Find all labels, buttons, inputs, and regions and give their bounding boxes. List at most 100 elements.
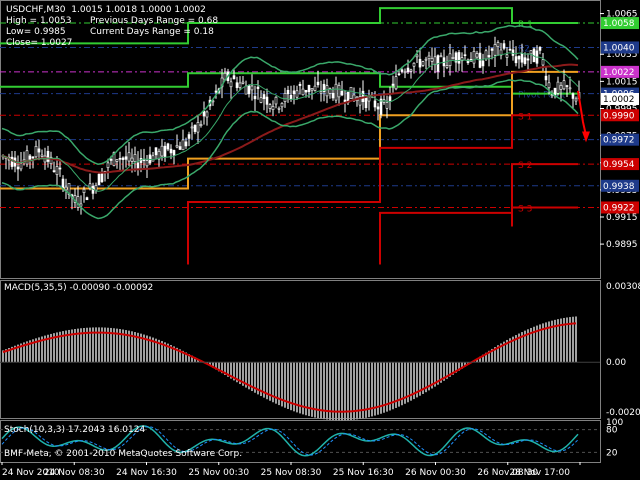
candle-body [256, 86, 260, 89]
candle-body [109, 158, 113, 161]
candle-body [34, 146, 38, 158]
pivot-level-name: R 1 [518, 20, 533, 30]
candle-body [451, 57, 455, 59]
pivot-level-tag [601, 65, 639, 78]
candle-body [289, 94, 293, 100]
candle-body [319, 91, 323, 94]
candle-body [196, 122, 200, 133]
candle-body [106, 162, 110, 168]
time-tick-label: 24 Nov 08:30 [44, 468, 105, 478]
s2-step-line [379, 163, 578, 265]
candle-body [229, 81, 233, 88]
candle-body [142, 159, 146, 161]
candle-body [403, 71, 407, 74]
pivot-level-tag [601, 179, 639, 192]
stoch-tick-label: 20 [606, 448, 618, 458]
pivot-level-tag-label: 0.9954 [603, 160, 635, 170]
candle-body [502, 43, 506, 49]
candle-body [313, 85, 317, 91]
candle-body [433, 56, 437, 65]
candle-body [115, 159, 119, 162]
candle-body [304, 89, 308, 93]
candle-body [310, 88, 314, 91]
candle-body [571, 93, 575, 99]
pivot-level-tag [601, 201, 639, 214]
candle-body [568, 87, 572, 90]
candle-body [409, 69, 413, 72]
candle-body [439, 55, 443, 58]
candle-body [331, 92, 335, 99]
candle-body [214, 90, 218, 93]
candle-body [280, 103, 284, 108]
ohlc-high: High = 1.0053 [6, 16, 72, 26]
candle-body [265, 96, 269, 105]
macd-panel-frame [0, 280, 601, 419]
pivot-level-tag [601, 158, 639, 171]
time-tick-label: 25 Nov 08:30 [261, 468, 322, 478]
candle-body [484, 50, 488, 60]
candle-body [46, 150, 50, 162]
candle-body [514, 56, 518, 64]
ohlc-low: Low= 0.9985 [6, 27, 66, 37]
candle-body [190, 126, 194, 129]
candle-body [154, 147, 158, 156]
candle-body [508, 48, 512, 51]
candle-body [523, 57, 527, 64]
candle-body [97, 173, 101, 186]
candle-body [238, 82, 242, 88]
candle-body [274, 96, 278, 105]
candle-body [448, 53, 452, 66]
stoch-main-line [1, 425, 579, 457]
candle-body [292, 90, 296, 95]
candle-body [556, 81, 560, 94]
candle-body [205, 111, 209, 118]
price-tick-label: 0.9915 [606, 213, 638, 223]
candle-body [61, 178, 65, 188]
pivot-level-tag-label: 0.9922 [603, 203, 635, 213]
candle-body [325, 85, 329, 97]
time-tick-label: 28 Nov 17:00 [509, 468, 570, 478]
candle-body [25, 150, 29, 165]
pivot-level-tag-label: 0.9972 [603, 136, 635, 146]
candle-body [187, 134, 191, 139]
r1-step-line [0, 7, 578, 45]
forecast-arrow-head [582, 131, 590, 143]
candle-body [49, 156, 53, 165]
candle-body [244, 85, 248, 95]
candle-body [526, 58, 530, 61]
candle-body [472, 51, 476, 64]
time-tick-label: 24 Nov 16:30 [116, 468, 177, 478]
candle-body [499, 49, 503, 56]
candle-body [175, 145, 179, 148]
candle-body [58, 167, 62, 170]
moving-average-line [1, 63, 579, 174]
candle-body [118, 157, 122, 160]
pivot-level-tag [601, 109, 639, 122]
ohlc-close: Close= 1.0027 [6, 38, 73, 48]
macd-tick-label: 0.00 [606, 358, 626, 368]
candle-body [517, 56, 521, 60]
candle-body [19, 163, 23, 170]
candle-body [181, 139, 185, 151]
pivot-level-name: Pivot Point [518, 91, 566, 101]
candle-body [358, 96, 362, 106]
ohlc-title: USDCHF,M30 1.0015 1.0018 1.0000 1.0002 [6, 5, 206, 15]
candle-body [337, 85, 341, 98]
candle-body [184, 141, 188, 147]
candle-body [268, 104, 272, 109]
candle-body [172, 150, 176, 156]
candle-body [94, 185, 98, 191]
bollinger-middle-band [1, 52, 579, 192]
candle-body [178, 146, 182, 150]
candle-body [430, 58, 434, 62]
candle-body [247, 85, 251, 95]
candle-body [373, 100, 377, 108]
candle-body [88, 183, 92, 189]
candle-body [457, 52, 461, 64]
pivot-level-tag [601, 133, 639, 146]
price-tick-label: 1.0035 [606, 50, 638, 60]
pivot-level-tag-label: 1.0040 [603, 43, 635, 53]
candle-body [328, 88, 332, 94]
